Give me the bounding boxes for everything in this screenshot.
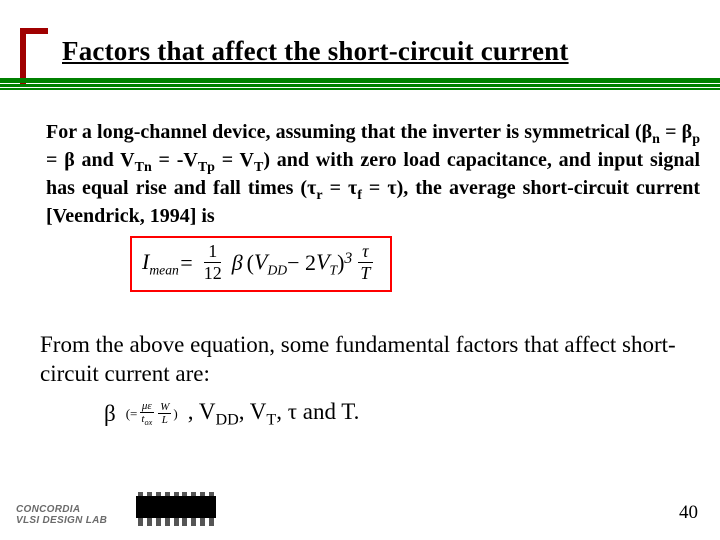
slide-title-area: Factors that affect the short-circuit cu… bbox=[62, 36, 702, 67]
page-number: 40 bbox=[679, 502, 698, 524]
divider-bars bbox=[0, 78, 720, 90]
footer-logo: CONCORDIA VLSI DESIGN LAB bbox=[16, 505, 107, 526]
equation-box: Imean = 1 12 β ( VDD − 2 VT ) 3 τ T bbox=[130, 236, 392, 292]
paragraph-conclusion: From the above equation, some fundamenta… bbox=[40, 330, 680, 431]
paragraph-intro: For a long-channel device, assuming that… bbox=[46, 120, 700, 229]
chip-icon bbox=[128, 492, 224, 528]
slide-title: Factors that affect the short-circuit cu… bbox=[62, 36, 702, 67]
factors-line: β (= με tox W L ) , VDD, VT, τ and T. bbox=[40, 397, 680, 431]
